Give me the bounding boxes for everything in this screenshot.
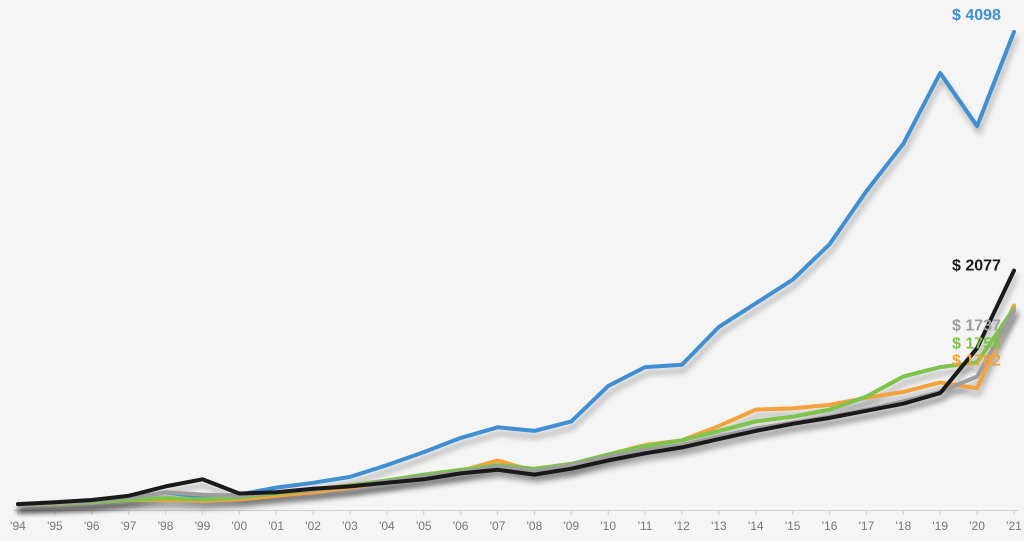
series-end-label-orange: $ 1782: [952, 352, 1001, 369]
x-tick-label: '01: [268, 519, 284, 533]
x-tick-label: '99: [195, 519, 211, 533]
x-tick-label: '95: [47, 519, 63, 533]
series-shadow-gray: [20, 317, 1016, 510]
x-tick-label: '98: [158, 519, 174, 533]
chart-svg: '94 '95 '96 '97 '98 '99 '00 '01 '02 '03 '04 '05 '06 '…: [0, 0, 1024, 541]
x-tick-label: '06: [453, 519, 469, 533]
x-tick-label: '07: [490, 519, 506, 533]
x-tick-label: '94: [10, 519, 26, 533]
x-tick-label: '00: [232, 519, 248, 533]
x-tick-label: '18: [896, 519, 912, 533]
x-tick-label: '04: [379, 519, 395, 533]
x-tick-label: '12: [674, 519, 690, 533]
x-tick-label: '03: [342, 519, 358, 533]
x-tick-label: '13: [711, 519, 727, 533]
x-tick-label: '15: [785, 519, 801, 533]
x-tick-label: '10: [600, 519, 616, 533]
x-tick-label: '17: [859, 519, 875, 533]
x-tick-label: '05: [416, 519, 432, 533]
x-tick-label: '14: [748, 519, 764, 533]
x-tick-label: '21: [1006, 519, 1022, 533]
x-tick-label: '02: [305, 519, 321, 533]
x-tick-label: '08: [527, 519, 543, 533]
x-tick-label: '09: [564, 519, 580, 533]
x-tick-label: '16: [822, 519, 838, 533]
x-tick-label: '97: [121, 519, 137, 533]
series-end-label-black: $ 2077: [952, 258, 1001, 275]
x-tick-label: '19: [932, 519, 948, 533]
series-end-label-blue: $ 4098: [952, 7, 1001, 24]
x-tick-label: '11: [638, 519, 653, 533]
series-end-label-gray: $ 1737: [952, 318, 1001, 335]
series-end-label-green: $ 1758: [952, 335, 1001, 352]
x-tick-label: '20: [969, 519, 985, 533]
x-tick-label: '96: [84, 519, 100, 533]
growth-line-chart: '94 '95 '96 '97 '98 '99 '00 '01 '02 '03 '04 '05 '06 '…: [0, 0, 1024, 541]
series-shadow-blue: [20, 38, 1016, 510]
